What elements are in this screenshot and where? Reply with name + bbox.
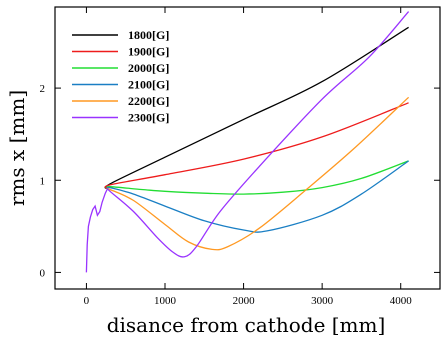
- x-tick-label: 1000: [154, 295, 177, 307]
- common-start-segment: [85, 188, 109, 273]
- legend-label: 2000[G]: [128, 61, 169, 75]
- y-tick-label: 1: [40, 175, 46, 187]
- series-line-2300: [106, 11, 410, 258]
- x-tick-label: 3000: [311, 295, 334, 307]
- series-line-1900: [104, 102, 409, 190]
- plot-frame: [54, 6, 441, 290]
- legend-label: 1800[G]: [128, 28, 169, 42]
- x-axis-label: disance from cathode [mm]: [107, 313, 386, 337]
- y-axis-label: rms x [mm]: [5, 90, 29, 206]
- x-tick-label: 2000: [233, 295, 256, 307]
- legend-label: 2300[G]: [128, 111, 169, 125]
- series-group: [85, 11, 410, 273]
- y-tick-label: 2: [40, 83, 46, 95]
- legend-label: 1900[G]: [128, 45, 169, 59]
- series-line-2200: [106, 96, 410, 251]
- series-line-2100: [106, 160, 409, 233]
- axis-ticks: 0 1000 2000 3000 4000 0 1 2: [40, 7, 440, 307]
- legend: 1800[G] 1900[G] 2000[G] 2100[G] 2200[G] 2300[…: [72, 28, 169, 125]
- y-tick-label: 0: [40, 267, 46, 279]
- series-line-1800: [104, 26, 409, 190]
- x-tick-label: 4000: [390, 295, 413, 307]
- legend-label: 2100[G]: [128, 78, 169, 92]
- x-tick-label: 0: [84, 295, 90, 307]
- series-line-2000: [106, 160, 409, 195]
- legend-label: 2200[G]: [128, 94, 169, 108]
